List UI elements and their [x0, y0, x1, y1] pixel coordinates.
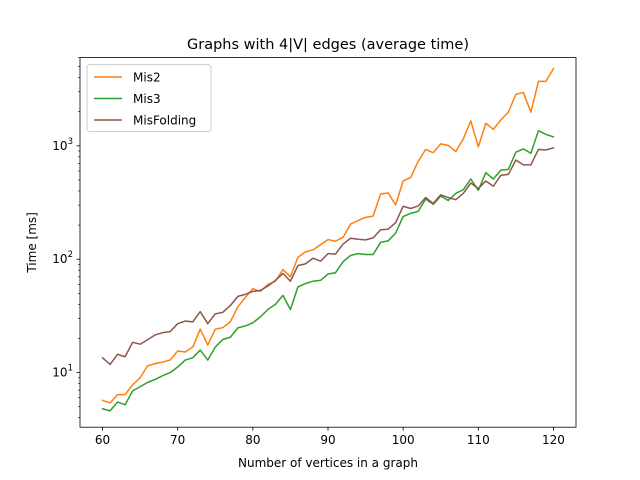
chart-title: Graphs with 4|V| edges (average time): [187, 37, 469, 53]
legend: Mis2 Mis3 MisFolding: [86, 64, 212, 133]
x-tick-label: 60: [95, 433, 110, 447]
series-line-misfolding: [101, 146, 555, 366]
plot-frame: [79, 57, 577, 428]
x-tick-label: 70: [170, 433, 185, 447]
x-tick-label: 80: [245, 433, 260, 447]
legend-label-misfolding: MisFolding: [133, 114, 196, 128]
x-axis-label: Number of vertices in a graph: [238, 456, 418, 470]
legend-label-mis3: Mis3: [133, 92, 161, 106]
series-line-mis3: [101, 129, 555, 412]
x-tick-label: 120: [542, 433, 565, 447]
x-tick-label: 110: [467, 433, 490, 447]
legend-label-mis2: Mis2: [133, 71, 161, 85]
y-axis-label: Time [ms]: [25, 212, 39, 274]
x-tick-label: 100: [392, 433, 415, 447]
y-tick-label: 101: [52, 364, 73, 380]
x-tick-label: 90: [320, 433, 335, 447]
series-line-mis2: [101, 67, 555, 404]
y-tick-label: 103: [52, 137, 73, 153]
y-tick-label: 102: [52, 250, 73, 266]
y-axis-ticks: 101 102 103: [52, 57, 80, 419]
series-layer: [101, 67, 555, 412]
x-axis-ticks: 60 70 80 90 100 110 120: [95, 427, 565, 447]
legend-box: [86, 64, 212, 133]
